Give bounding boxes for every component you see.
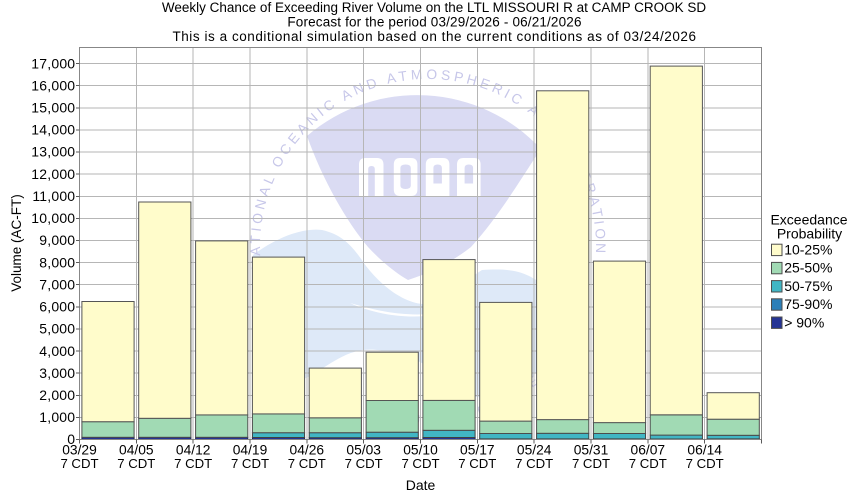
svg-text:04/19: 04/19 <box>233 443 268 458</box>
svg-text:13,000: 13,000 <box>31 144 75 160</box>
svg-text:1,000: 1,000 <box>39 409 75 425</box>
svg-text:7 CDT: 7 CDT <box>572 456 610 471</box>
svg-text:7 CDT: 7 CDT <box>288 456 326 471</box>
svg-text:75-90%: 75-90% <box>784 296 832 312</box>
svg-text:10-25%: 10-25% <box>784 242 832 258</box>
svg-text:15,000: 15,000 <box>31 100 75 116</box>
svg-text:03/29: 03/29 <box>62 443 97 458</box>
svg-text:8,000: 8,000 <box>39 254 75 270</box>
svg-text:04/05: 04/05 <box>119 443 154 458</box>
svg-text:05/31: 05/31 <box>574 443 609 458</box>
svg-text:7 CDT: 7 CDT <box>117 456 155 471</box>
svg-text:04/12: 04/12 <box>176 443 211 458</box>
svg-text:5,000: 5,000 <box>39 321 75 337</box>
svg-text:7 CDT: 7 CDT <box>686 456 724 471</box>
svg-text:3,000: 3,000 <box>39 365 75 381</box>
svg-text:Weekly Chance of Exceeding Riv: Weekly Chance of Exceeding River Volume … <box>162 0 706 15</box>
svg-text:2,000: 2,000 <box>39 387 75 403</box>
svg-text:Volume (AC-FT): Volume (AC-FT) <box>9 194 24 292</box>
svg-text:7 CDT: 7 CDT <box>629 456 667 471</box>
svg-text:Probability: Probability <box>777 226 842 242</box>
svg-text:25-50%: 25-50% <box>784 260 832 276</box>
svg-text:11,000: 11,000 <box>32 188 75 204</box>
svg-text:Forecast for the period 03/29/: Forecast for the period 03/29/2026 - 06/… <box>287 15 581 30</box>
svg-text:7 CDT: 7 CDT <box>515 456 553 471</box>
svg-text:10,000: 10,000 <box>31 210 75 226</box>
svg-text:14,000: 14,000 <box>31 122 75 138</box>
svg-text:12,000: 12,000 <box>31 166 75 182</box>
svg-text:6,000: 6,000 <box>39 299 75 315</box>
svg-text:05/24: 05/24 <box>517 443 552 458</box>
svg-text:05/10: 05/10 <box>403 443 438 458</box>
svg-text:06/14: 06/14 <box>687 443 722 458</box>
svg-text:7 CDT: 7 CDT <box>231 456 269 471</box>
svg-text:0: 0 <box>67 431 75 447</box>
svg-text:05/17: 05/17 <box>460 443 495 458</box>
svg-text:7 CDT: 7 CDT <box>174 456 212 471</box>
svg-text:16,000: 16,000 <box>31 77 75 93</box>
svg-text:7 CDT: 7 CDT <box>401 456 439 471</box>
svg-text:> 90%: > 90% <box>784 314 824 330</box>
svg-text:Exceedance: Exceedance <box>770 212 847 228</box>
svg-text:This is a conditional simulati: This is a conditional simulation based o… <box>172 29 696 44</box>
svg-text:7 CDT: 7 CDT <box>345 456 383 471</box>
svg-text:06/07: 06/07 <box>631 443 666 458</box>
svg-text:17,000: 17,000 <box>31 55 75 71</box>
svg-text:04/26: 04/26 <box>290 443 325 458</box>
svg-text:50-75%: 50-75% <box>784 278 832 294</box>
svg-text:Date: Date <box>406 477 436 493</box>
svg-text:7 CDT: 7 CDT <box>60 456 98 471</box>
svg-text:7,000: 7,000 <box>39 276 75 292</box>
svg-text:05/03: 05/03 <box>346 443 381 458</box>
svg-text:4,000: 4,000 <box>39 343 75 359</box>
svg-text:9,000: 9,000 <box>39 232 75 248</box>
svg-text:7 CDT: 7 CDT <box>458 456 496 471</box>
